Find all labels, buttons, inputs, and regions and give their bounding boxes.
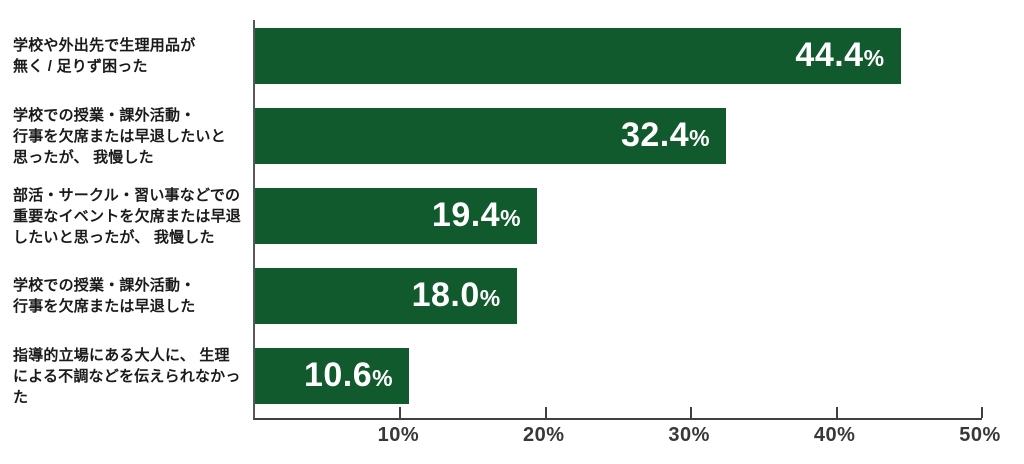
category-label-line: 思ったが、 我慢した (13, 148, 154, 166)
category-label-line: 学校での授業・課外活動・ (13, 277, 196, 294)
x-axis-tick-mark (690, 407, 693, 418)
category-label-line: 無く / 足りず困った (13, 58, 148, 75)
x-axis-tick-label: 40% (813, 424, 856, 446)
category-label-line: 行事を欠席または早退した (13, 298, 196, 315)
bar-value-unit: % (863, 44, 885, 71)
x-axis-tick-mark (835, 407, 838, 418)
bar-value-number: 18.0 (411, 275, 480, 314)
x-axis-tick-mark (544, 407, 547, 418)
bar: 19.4% (255, 187, 538, 246)
bar-value-number: 44.4 (795, 35, 864, 74)
category-label-line: したいと思ったが、 我慢した (13, 228, 215, 246)
plot-area: 44.4% 32.4% 19.4% 18.0% 10.6% (253, 20, 983, 420)
bar: 44.4% (255, 28, 901, 84)
bar-value-label: 10.6% (304, 347, 409, 406)
category-label-line: 重要なイベントを欠席または早退 (13, 207, 242, 225)
x-axis-tick-mark (981, 407, 983, 418)
category-label: 指導的立場にある大人に、 生理による不調などを伝えられなかった (13, 346, 242, 406)
bar-value-number: 10.6 (303, 355, 373, 394)
x-axis-tick-label: 20% (523, 424, 565, 446)
category-label-line: 学校での授業・課外活動・ (13, 106, 196, 124)
x-axis-tick-label: 10% (377, 424, 420, 446)
category-label: 学校での授業・課外活動・行事を欠席または早退したいと 思ったが、 我慢した (13, 106, 242, 166)
bar-value-number: 19.4 (431, 195, 501, 234)
bar-value-unit: % (479, 284, 501, 311)
bar-value-label: 19.4% (432, 187, 537, 246)
bar: 18.0% (255, 268, 517, 324)
bar-value-unit: % (372, 364, 394, 391)
x-axis-tick-labels: 10% 20% 30% 40% 50% (253, 424, 1001, 454)
bar-value-unit: % (689, 124, 711, 151)
category-label: 学校や外出先で生理用品が 無く / 足りず困った (13, 28, 242, 84)
category-label: 部活・サークル・習い事などでの 重要なイベントを欠席または早退 したいと思ったが、 … (13, 186, 242, 246)
category-label-line: による不調などを伝えられなかった (13, 367, 241, 406)
x-axis-tick-mark (399, 407, 402, 418)
category-label-line: 行事を欠席または早退したいと (13, 127, 226, 145)
bar: 32.4% (255, 107, 727, 166)
category-label: 学校での授業・課外活動・ 行事を欠席または早退した (13, 268, 242, 324)
x-axis-tick-label: 30% (668, 424, 710, 446)
bar-value-number: 32.4 (620, 115, 690, 154)
category-label-line: 部活・サークル・習い事などでの (13, 186, 241, 204)
category-labels-column: 学校や外出先で生理用品が 無く / 足りず困った 学校での授業・課外活動・ 行事を欠席… (0, 20, 246, 418)
category-label-line: 学校や外出先で生理用品が (13, 37, 196, 54)
bar-value-label: 18.0% (412, 267, 517, 326)
category-label-line: 指導的立場にある大人に、 生理 (13, 346, 230, 364)
bar-value-unit: % (500, 204, 522, 231)
bar-value-label: 44.4% (795, 27, 900, 86)
bar-value-label: 32.4% (621, 107, 726, 166)
x-axis-tick-label: 50% (959, 424, 1001, 446)
bar: 10.6% (255, 347, 410, 406)
